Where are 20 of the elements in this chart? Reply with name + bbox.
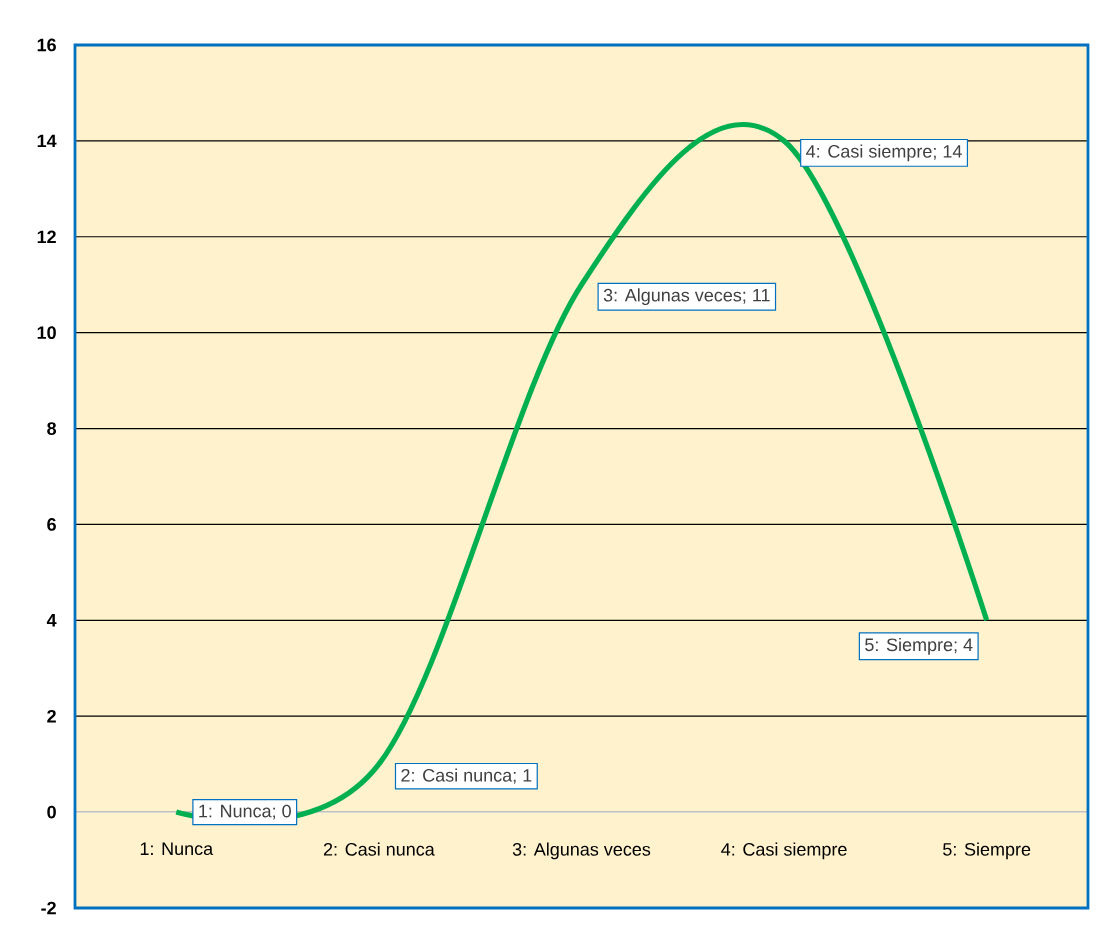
y-tick-label: 12 (37, 230, 56, 244)
y-tick-label: 8 (47, 422, 57, 435)
x-tick-label: 2: Casi nunca (323, 842, 435, 856)
y-tick-label: 2 (47, 709, 56, 723)
data-label: 4: Casi siempre; 14 (806, 144, 962, 162)
x-tick-label: 5: Siempre (943, 842, 1031, 860)
x-tick-label: 3: Algunas veces (512, 842, 651, 860)
y-tick-label: 6 (47, 518, 56, 531)
data-label: 1: Nunca; 0 (199, 804, 291, 820)
y-tick-label: 4 (46, 614, 57, 627)
data-label: 5: Siempre; 4 (865, 637, 973, 655)
y-tick-label: 10 (37, 326, 56, 340)
y-tick-label: 16 (37, 38, 56, 52)
x-tick-label: 4: Casi siempre (721, 842, 847, 860)
x-tick-label: 1: Nunca (140, 842, 214, 856)
data-label: 2: Casi nunca; 1 (401, 768, 532, 784)
data-label: 3: Algunas veces; 11 (603, 288, 770, 306)
y-tick-label: 0 (47, 805, 56, 819)
y-tick-label: -2 (41, 901, 56, 915)
y-tick-label: 14 (37, 134, 57, 148)
